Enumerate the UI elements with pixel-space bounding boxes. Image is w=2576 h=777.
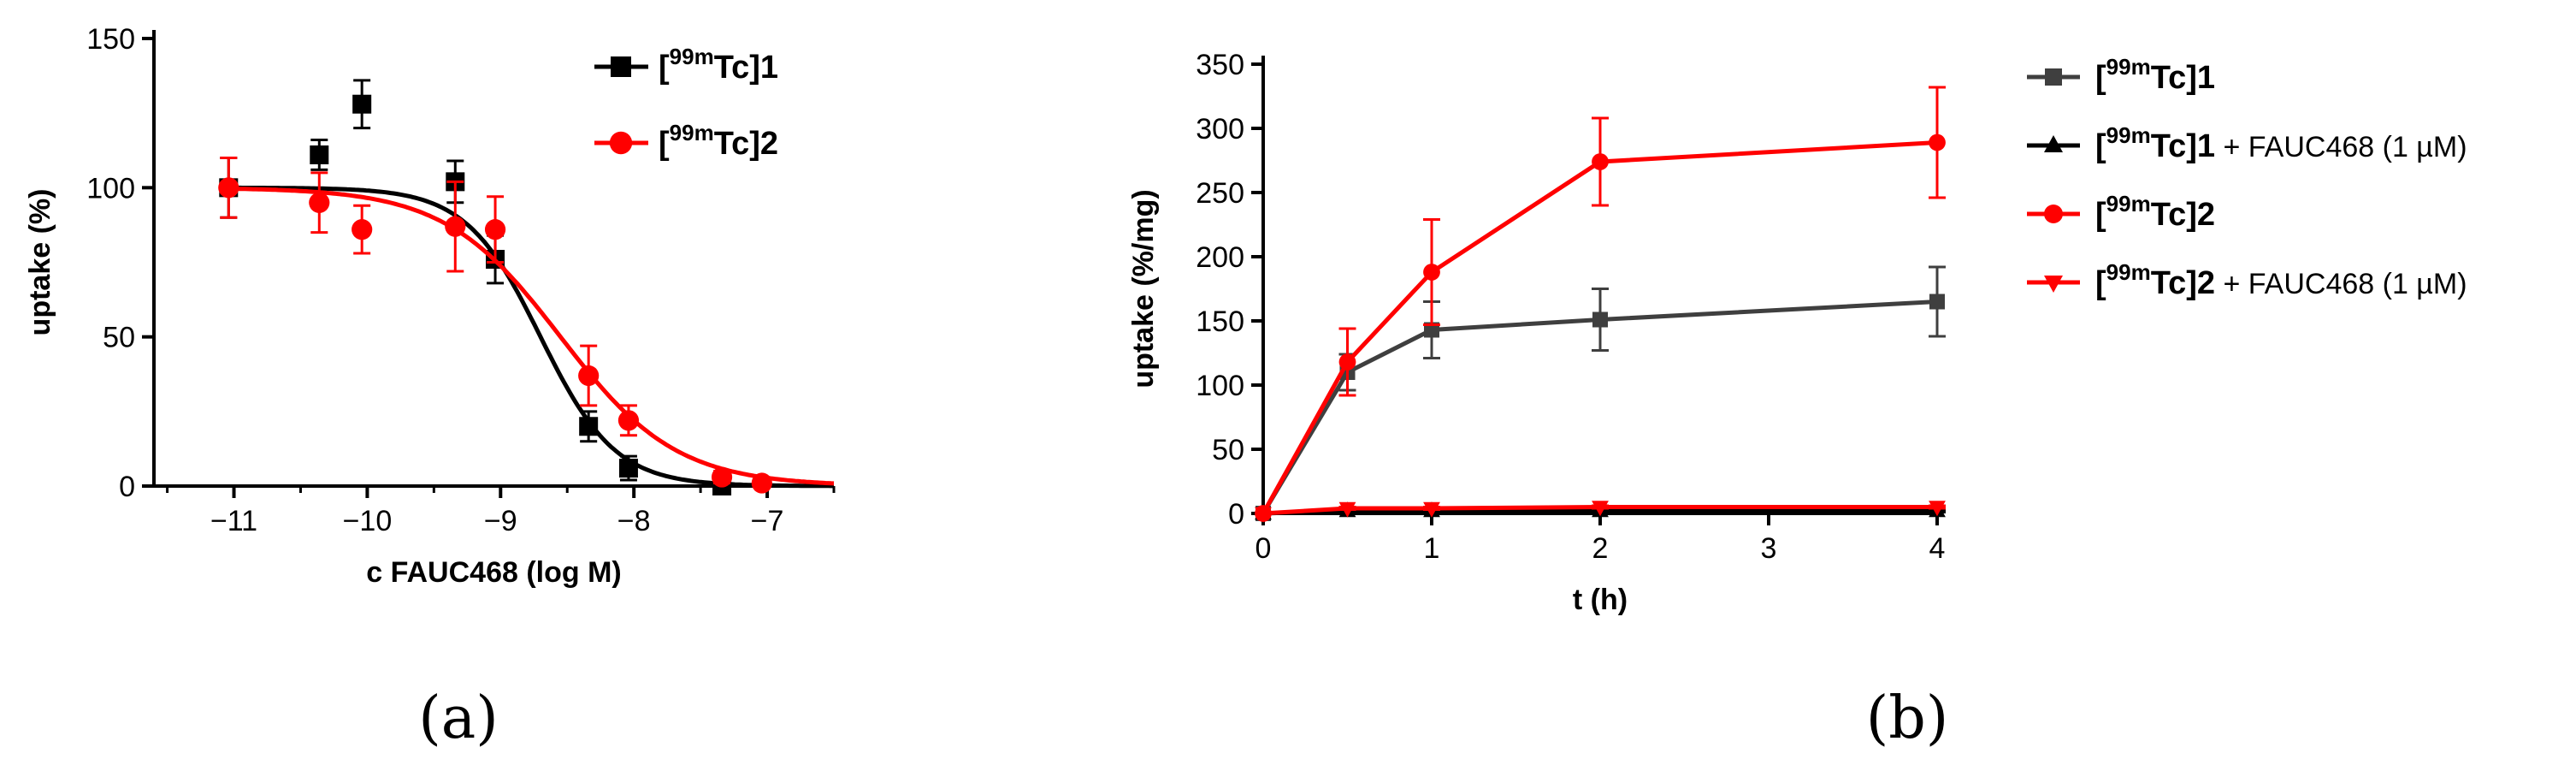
x-tick-label: −11 <box>210 505 257 537</box>
data-point <box>1255 507 1272 523</box>
data-point <box>1929 133 1946 151</box>
x-tick-label: 4 <box>1929 532 1946 565</box>
data-point <box>218 177 239 199</box>
legend: [99mTc]1 [99mTc]1 + FAUC468 (1 µM) [99mTc]… <box>2027 54 2467 301</box>
y-tick-label: 200 <box>1196 241 1244 274</box>
legend-marker <box>611 56 631 77</box>
panel-a-caption: (a) <box>418 685 499 752</box>
data-point <box>579 417 599 436</box>
y-tick-label: 50 <box>1212 434 1244 466</box>
y-axis-title: uptake (%/mg) <box>1127 189 1160 388</box>
data-point <box>310 145 329 164</box>
data-point <box>1929 501 1946 517</box>
y-tick-label: 150 <box>86 23 135 56</box>
x-tick-label: 2 <box>1592 532 1609 565</box>
chart-panel-b: 0 50 100 150 200 250 300 350 0 1 2 3 4 t (h) uptake (%… <box>1127 49 2467 616</box>
legend-marker <box>2044 276 2063 293</box>
legend-marker <box>2044 205 2063 223</box>
y-tick-label: 300 <box>1196 113 1244 145</box>
legend-marker <box>2045 68 2062 86</box>
data-point <box>352 94 372 114</box>
data-point <box>578 365 600 387</box>
x-tick-label: 1 <box>1424 532 1440 565</box>
legend-label: [99mTc]2 + FAUC468 (1 µM) <box>2095 259 2467 301</box>
x-tick-label: −7 <box>751 505 784 537</box>
series-4 <box>1255 501 1946 523</box>
x-tick-label: −8 <box>617 505 651 537</box>
y-tick-label: 350 <box>1196 49 1244 81</box>
x-axis-title: c FAUC468 (log M) <box>366 556 621 589</box>
legend-label: [99mTc]2 <box>659 120 778 162</box>
data-point <box>618 459 638 478</box>
fit-curve <box>228 187 835 486</box>
panel-b-caption: (b) <box>1866 685 1949 752</box>
y-tick-label: 100 <box>86 172 135 205</box>
data-point <box>445 216 466 237</box>
y-tick-label: 250 <box>1196 177 1244 210</box>
x-tick-label: −10 <box>343 505 393 537</box>
data-point <box>711 466 733 488</box>
legend-label: [99mTc]1 <box>2095 54 2215 96</box>
legend-label: [99mTc]2 <box>2095 191 2215 233</box>
y-tick-label: 0 <box>1228 498 1244 531</box>
data-point <box>1338 501 1356 518</box>
y-tick-label: 150 <box>1196 305 1244 338</box>
data-point <box>1338 353 1356 371</box>
legend-label: [99mTc]1 <box>659 44 778 86</box>
data-point <box>309 192 330 213</box>
fit-curve <box>228 185 834 489</box>
y-axis-title: uptake (%) <box>24 189 56 336</box>
legend: [99mTc]1 [99mTc]2 <box>594 44 778 162</box>
data-point <box>1592 153 1609 170</box>
chart-panel-a: 0 50 100 150 −11 −10 −9 −8 −7 c FAUC468 (log M) up… <box>24 23 836 589</box>
data-point <box>1929 294 1945 310</box>
data-point <box>484 219 506 240</box>
y-tick-label: 100 <box>1196 370 1244 402</box>
data-point <box>352 219 373 240</box>
y-tick-label: 0 <box>119 471 135 503</box>
x-tick-label: −9 <box>484 505 517 537</box>
legend-marker <box>609 131 633 155</box>
legend-label: [99mTc]1 + FAUC468 (1 µM) <box>2095 122 2467 164</box>
data-point <box>1423 264 1440 281</box>
series-1 <box>1256 265 1946 521</box>
x-tick-label: 0 <box>1256 532 1272 565</box>
data-point <box>751 472 772 494</box>
series-2 <box>218 156 835 494</box>
legend-marker <box>2044 135 2063 152</box>
data-point <box>1592 501 1609 517</box>
x-tick-label: 3 <box>1761 532 1777 565</box>
data-point <box>617 410 640 431</box>
data-point <box>1423 501 1440 518</box>
y-tick-label: 50 <box>103 322 135 354</box>
data-point <box>1592 311 1608 328</box>
x-axis-title: t (h) <box>1573 584 1628 616</box>
